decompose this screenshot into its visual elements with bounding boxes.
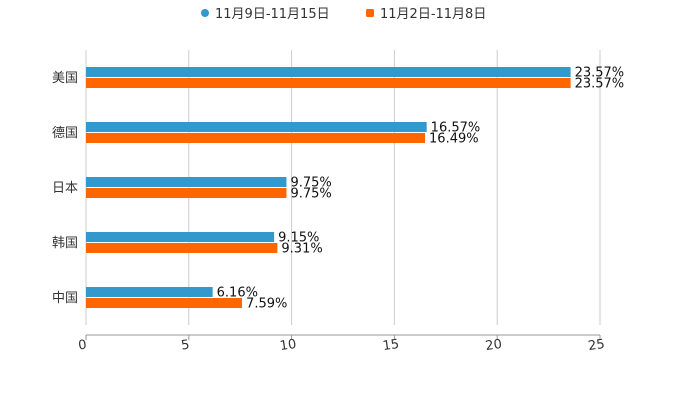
bar — [86, 188, 287, 198]
x-axis: 0 5 10 15 20 25 — [77, 334, 606, 354]
x-tick-label: 0 — [77, 338, 87, 354]
bar — [86, 122, 427, 132]
bars: 23.57%23.57% 16.57%16.49% 9.75%9.75% 9.15%9… — [86, 66, 624, 312]
legend: 11月9日-11月15日 11月2日-11月8日 — [201, 7, 486, 22]
legend-label-1: 11月2日-11月8日 — [380, 7, 486, 22]
bar — [86, 78, 571, 88]
x-tick-label: 5 — [180, 338, 190, 354]
bar — [86, 232, 275, 242]
bar — [86, 67, 571, 77]
x-tick-label: 10 — [279, 337, 297, 354]
x-tick-label: 25 — [587, 337, 605, 354]
data-label: 9.31% — [281, 242, 322, 257]
bar — [86, 133, 426, 143]
legend-marker-0 — [201, 9, 209, 17]
x-tick-label: 15 — [382, 337, 400, 354]
data-label: 9.75% — [290, 187, 331, 202]
bar — [86, 298, 243, 308]
grid — [85, 50, 601, 325]
bar — [86, 287, 213, 297]
legend-label-0: 11月9日-11月15日 — [215, 7, 330, 22]
category-label: 德国 — [52, 126, 78, 141]
data-label: 16.57% — [431, 121, 481, 136]
x-tick-label: 20 — [484, 337, 502, 354]
data-label: 16.49% — [429, 132, 479, 147]
category-label: 中国 — [52, 291, 78, 306]
data-label: 9.75% — [290, 176, 331, 191]
data-label: 6.16% — [217, 286, 258, 301]
data-label: 23.57% — [575, 77, 625, 92]
category-label: 日本 — [52, 181, 78, 196]
category-label: 美国 — [52, 71, 78, 86]
bar — [86, 177, 287, 187]
bar — [86, 243, 278, 253]
data-label: 23.57% — [575, 66, 625, 81]
data-label: 9.15% — [278, 231, 319, 246]
data-label: 7.59% — [246, 297, 287, 312]
category-label: 韩国 — [52, 236, 78, 251]
legend-marker-1 — [366, 9, 374, 17]
